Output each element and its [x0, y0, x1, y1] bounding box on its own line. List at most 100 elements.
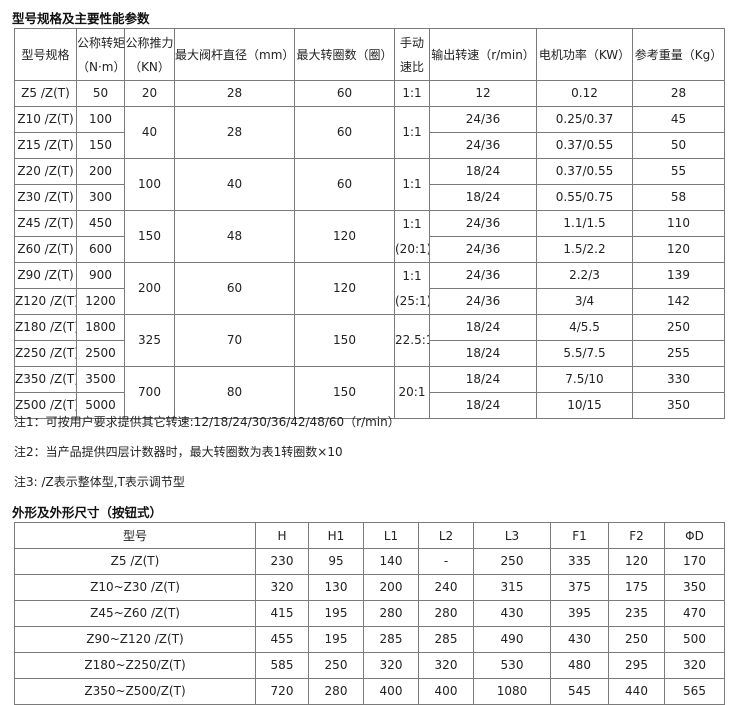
dimension-cell: 430 — [473, 600, 551, 627]
model-cell: Z120 /Z(T) — [14, 288, 77, 315]
model-cell: Z10~Z30 /Z(T) — [14, 574, 256, 601]
ratio-cell: 1:1 — [394, 158, 430, 211]
header-cell: ΦD — [664, 522, 725, 549]
thrust-cell: 150 — [124, 210, 175, 263]
table-row: Z350~Z500/Z(T) 720 280 400 400 1080 545 440 565 — [14, 678, 725, 705]
note: 注2：当产品提供四层计数器时，最大转圈数为表1转圈数×10 — [14, 445, 343, 459]
weight-cell: 142 — [632, 288, 725, 315]
power-cell: 3/4 — [536, 288, 633, 315]
ratio-cell: 20:1 — [394, 366, 430, 419]
torque-cell: 5000 — [76, 392, 125, 419]
max-turns-cell: 60 — [294, 80, 395, 107]
weight-cell: 255 — [632, 340, 725, 367]
ratio-line: 20:1 — [398, 385, 426, 399]
torque-cell: 300 — [76, 184, 125, 211]
table-row: Z5 /Z(T) 50 20 28 60 1:1 12 0.12 28 — [14, 80, 725, 107]
stem-diameter-cell: 48 — [174, 210, 295, 263]
table-row: Z90 /Z(T) 900 200 60 120 1:1 (25:1) 24/36 2.2/3 1… — [14, 262, 725, 315]
max-turns-cell: 150 — [294, 366, 395, 419]
header-cell: F1 — [550, 522, 609, 549]
ratio-line: 1:1 — [402, 177, 422, 191]
torque-cell: 1800 — [76, 314, 125, 341]
speed-cell: 24/36 — [429, 262, 537, 289]
ratio-line: 22.5:1 — [395, 333, 429, 347]
weight-cell: 120 — [632, 236, 725, 263]
model-cell: Z45 /Z(T) — [14, 210, 77, 237]
dimension-cell: 455 — [255, 626, 309, 653]
dimension-cell: 195 — [308, 600, 364, 627]
speed-cell: 12 — [429, 80, 537, 107]
dimension-cell: 295 — [608, 652, 665, 679]
model-cell: Z250 /Z(T) — [14, 340, 77, 367]
table-row: Z45~Z60 /Z(T) 415 195 280 280 430 395 235 470 — [14, 600, 725, 627]
torque-cell: 900 — [76, 262, 125, 289]
header-cell: 参考重量（Kg） — [632, 28, 725, 81]
dimension-cell: 95 — [308, 548, 364, 575]
speed-cell: 18/24 — [429, 366, 537, 393]
header-cell: 最大转圈数（圈） — [294, 28, 395, 81]
ratio-line: 1:1 — [402, 86, 422, 100]
dimension-cell: 375 — [550, 574, 609, 601]
dimension-cell: 200 — [363, 574, 419, 601]
note: 注3: /Z表示整体型,T表示调节型 — [14, 475, 185, 489]
weight-cell: 139 — [632, 262, 725, 289]
ratio-cell: 1:1 — [394, 80, 430, 107]
model-cell: Z180~Z250/Z(T) — [14, 652, 256, 679]
weight-cell: 28 — [632, 80, 725, 107]
speed-cell: 24/36 — [429, 288, 537, 315]
stem-diameter-cell: 28 — [174, 80, 295, 107]
header-cell: L3 — [473, 522, 551, 549]
table-row: Z350 /Z(T) 3500 700 80 150 20:1 18/24 7.5/10 330 — [14, 366, 725, 419]
header-cell: F2 — [608, 522, 665, 549]
dimension-cell: 480 — [550, 652, 609, 679]
model-cell: Z90~Z120 /Z(T) — [14, 626, 256, 653]
stem-diameter-cell: 40 — [174, 158, 295, 211]
thrust-cell: 40 — [124, 106, 175, 159]
model-cell: Z5 /Z(T) — [14, 80, 77, 107]
thrust-cell: 100 — [124, 158, 175, 211]
weight-cell: 58 — [632, 184, 725, 211]
dimension-cell: 280 — [418, 600, 474, 627]
dimension-cell: 720 — [255, 678, 309, 705]
power-cell: 0.37/0.55 — [536, 158, 633, 185]
dimension-cell: 320 — [363, 652, 419, 679]
power-cell: 0.37/0.55 — [536, 132, 633, 159]
model-cell: Z500 /Z(T) — [14, 392, 77, 419]
torque-cell: 1200 — [76, 288, 125, 315]
header-cell: 型号规格 — [14, 28, 77, 81]
dimension-cell: 195 — [308, 626, 364, 653]
speed-cell: 24/36 — [429, 236, 537, 263]
dimensions-table: 型号 H H1 L1 L2 L3 F1 F2 ΦD Z5 /Z(T) 230 95 140-250 33… — [14, 522, 725, 705]
header-cell: 最大阀杆直径（mm） — [174, 28, 295, 81]
dimension-cell: 565 — [664, 678, 725, 705]
model-cell: Z5 /Z(T) — [14, 548, 256, 575]
speed-cell: 24/36 — [429, 210, 537, 237]
model-cell: Z10 /Z(T) — [14, 106, 77, 133]
table-row: Z250 /Z(T) 2500 18/24 5.5/7.5 255 — [14, 340, 725, 367]
section-title-dimensions: 外形及外形尺寸（按钮式） — [12, 505, 163, 520]
dimension-cell: 400 — [363, 678, 419, 705]
model-cell: Z30 /Z(T) — [14, 184, 77, 211]
header-cell: 公称转矩 （N·m） — [76, 28, 125, 81]
max-turns-cell: 60 — [294, 106, 395, 159]
table-row: Z10~Z30 /Z(T) 320 130 200 240 315 375 175 350 — [14, 574, 725, 601]
dimension-cell: 280 — [363, 600, 419, 627]
model-cell: Z60 /Z(T) — [14, 236, 77, 263]
specs-table: 型号规格 公称转矩 （N·m） 公称推力 （KN） 最大阀杆直径（mm） 最大转圈数（圈）手… — [14, 28, 725, 419]
max-turns-cell: 120 — [294, 210, 395, 263]
dimension-cell: 500 — [664, 626, 725, 653]
ratio-line: 1:1 — [402, 216, 422, 231]
header-cell: 手动速比 — [394, 28, 430, 81]
dimension-cell: 285 — [418, 626, 474, 653]
dimension-cell: 440 — [608, 678, 665, 705]
dimension-cell: 335 — [550, 548, 609, 575]
power-cell: 0.25/0.37 — [536, 106, 633, 133]
model-cell: Z20 /Z(T) — [14, 158, 77, 185]
header-cell: 公称推力 （KN） — [124, 28, 175, 81]
speed-cell: 18/24 — [429, 340, 537, 367]
stem-diameter-cell: 60 — [174, 262, 295, 315]
dimension-cell: 130 — [308, 574, 364, 601]
header-line: （KN） — [129, 59, 170, 74]
table-row: Z120 /Z(T) 1200 24/36 3/4 142 — [14, 288, 725, 315]
speed-cell: 18/24 — [429, 392, 537, 419]
